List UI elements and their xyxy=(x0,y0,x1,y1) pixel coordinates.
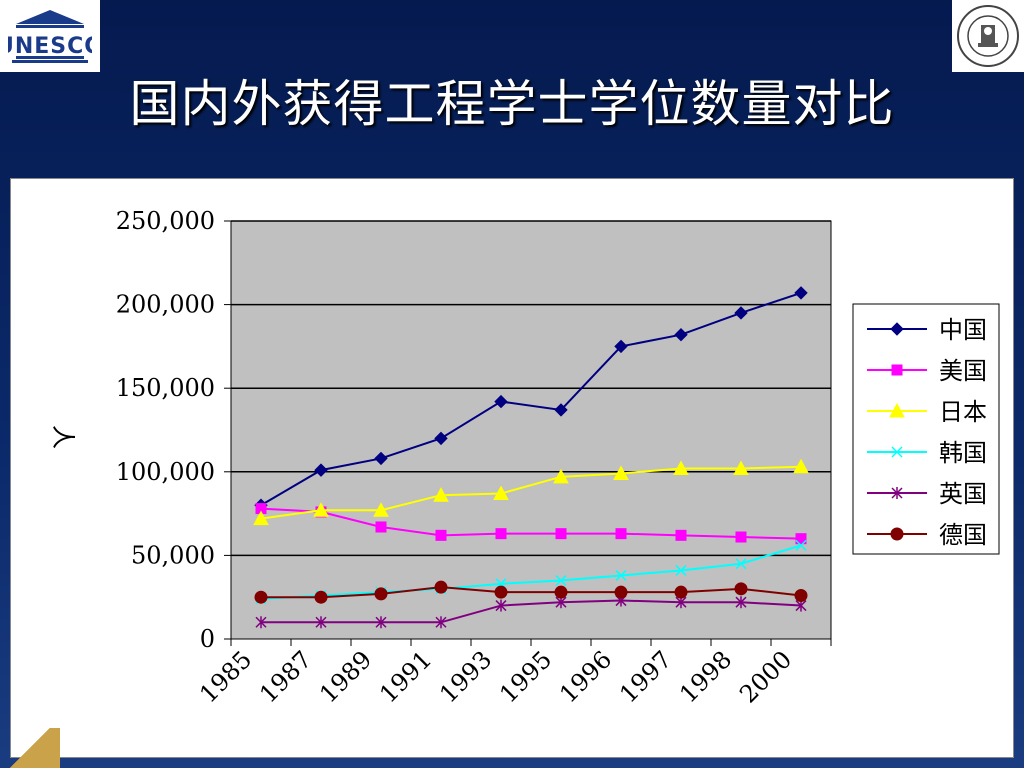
data-point xyxy=(735,558,747,570)
data-point xyxy=(734,306,748,320)
logo-text: UNESCO xyxy=(8,34,92,59)
university-seal xyxy=(952,0,1024,72)
legend-label: 中国 xyxy=(939,316,987,344)
legend-label: 德国 xyxy=(939,521,987,549)
legend-label: 日本 xyxy=(939,398,987,426)
y-tick-label: 50,000 xyxy=(131,541,215,569)
series-line xyxy=(260,544,802,600)
unesco-logo: UNESCO xyxy=(0,0,100,72)
data-point xyxy=(313,502,329,517)
legend-label: 英国 xyxy=(939,480,987,508)
legend-marker xyxy=(891,446,903,458)
series-line xyxy=(261,586,802,599)
chart-panel: 0 50,000 100,000 150,000 200,000 250,000 1985 1… xyxy=(10,178,1014,758)
legend-label: 美国 xyxy=(939,357,987,385)
legend-marker xyxy=(891,487,903,499)
x-tick-label: 1995 xyxy=(494,645,557,708)
data-point xyxy=(794,589,808,603)
legend-marker xyxy=(891,364,903,376)
x-tick-label: 1985 xyxy=(194,645,257,708)
data-point xyxy=(375,616,387,629)
x-tick-label: 1987 xyxy=(254,645,317,708)
data-point xyxy=(435,529,447,541)
data-point xyxy=(253,510,269,526)
series-line xyxy=(260,507,802,540)
x-tick-label: 1998 xyxy=(674,645,737,708)
data-point xyxy=(314,590,328,604)
unesco-temple-icon: UNESCO xyxy=(8,10,92,63)
data-point xyxy=(374,587,388,601)
y-tick-label: 100,000 xyxy=(116,458,215,486)
data-point xyxy=(553,468,569,484)
line-chart: 050,000100,000150,000200,000250,00019851… xyxy=(49,207,1000,708)
data-point xyxy=(735,531,747,543)
series-line xyxy=(261,599,802,624)
y-tick-label: 150,000 xyxy=(116,374,215,402)
data-point xyxy=(434,431,448,446)
data-point xyxy=(374,451,388,466)
series-line xyxy=(260,465,802,520)
legend-label: 韩国 xyxy=(939,439,987,467)
x-tick-label: 1996 xyxy=(554,645,617,708)
slide-title: 国内外获得工程学士学位数量对比 xyxy=(129,75,895,133)
data-point xyxy=(494,585,508,599)
legend-box xyxy=(852,303,1000,555)
data-point xyxy=(254,590,268,604)
data-point xyxy=(675,529,687,541)
data-point xyxy=(614,585,628,599)
x-tick-label: 2000 xyxy=(734,645,797,708)
data-point xyxy=(675,564,687,576)
series-line xyxy=(260,291,802,507)
grid-lines xyxy=(231,220,831,557)
data-point xyxy=(735,596,747,609)
data-point xyxy=(555,574,567,587)
x-tick-label: 1993 xyxy=(434,645,497,708)
data-point xyxy=(373,502,389,517)
data-point xyxy=(554,585,568,599)
data-point xyxy=(734,582,748,596)
x-tick-label: 1989 xyxy=(314,645,377,708)
data-point xyxy=(495,599,507,612)
data-point xyxy=(435,616,447,629)
data-point xyxy=(794,286,808,300)
legend-marker xyxy=(889,402,905,418)
data-point xyxy=(555,528,567,540)
x-tick-label: 1991 xyxy=(374,645,437,708)
data-point xyxy=(255,616,267,629)
data-point xyxy=(433,487,449,502)
data-point xyxy=(554,403,568,417)
data-point xyxy=(314,463,328,477)
x-tick-label: 1997 xyxy=(614,645,677,708)
data-point xyxy=(493,485,509,501)
y-tick-label: 250,000 xyxy=(116,207,215,235)
data-point xyxy=(674,585,688,599)
data-point xyxy=(674,327,688,342)
data-point xyxy=(673,460,689,475)
data-point xyxy=(494,394,508,409)
corner-decoration-left xyxy=(0,728,60,768)
university-seal-icon xyxy=(957,5,1019,67)
data-point xyxy=(793,458,809,474)
data-point xyxy=(795,539,807,551)
data-point xyxy=(495,528,507,540)
data-point xyxy=(434,580,448,594)
data-point xyxy=(615,528,627,540)
data-point xyxy=(795,533,807,545)
y-tick-label: 200,000 xyxy=(116,291,215,319)
legend-marker xyxy=(890,527,904,541)
data-point xyxy=(733,460,749,475)
data-point xyxy=(615,569,627,581)
series-lines xyxy=(253,286,809,629)
data-point xyxy=(613,465,629,480)
data-point xyxy=(315,616,327,629)
y-tick-label: 0 xyxy=(200,625,215,653)
plot-area xyxy=(230,220,832,640)
legend-marker xyxy=(890,322,904,336)
y-axis-label: 人 xyxy=(49,425,77,449)
data-point xyxy=(375,521,387,533)
data-point xyxy=(614,339,628,354)
